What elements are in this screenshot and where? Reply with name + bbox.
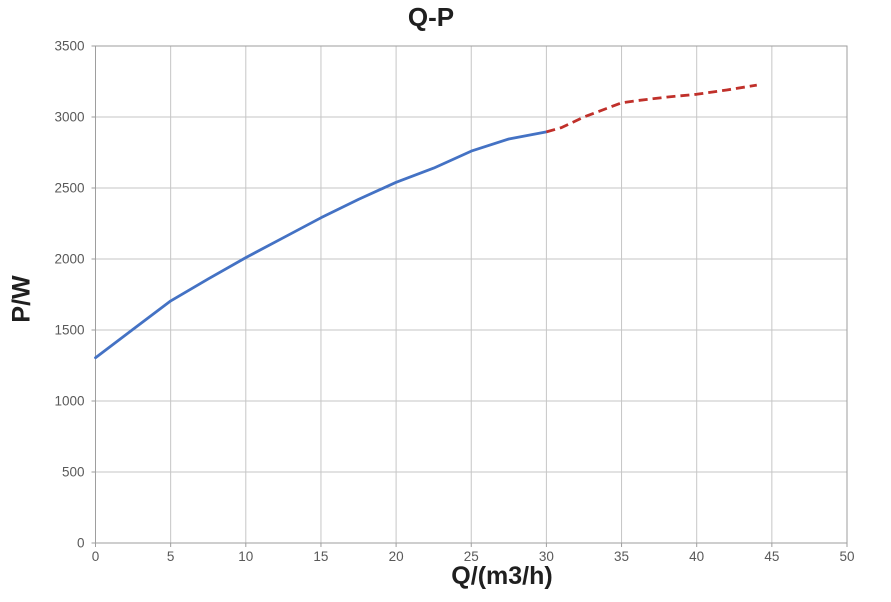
x-tick-label: 25: [464, 549, 479, 564]
series-blue-solid: [94, 130, 548, 360]
x-tick-label: 0: [92, 549, 100, 564]
y-axis-title: P/W: [7, 275, 36, 323]
y-tick-label: 2500: [54, 181, 84, 196]
x-tick-label: 35: [614, 549, 629, 564]
x-tick-label: 40: [689, 549, 704, 564]
y-tick-label: 3500: [54, 39, 84, 54]
x-tick-label: 45: [764, 549, 779, 564]
x-tick-label: 10: [238, 549, 253, 564]
series-red-dashed: [546, 83, 758, 134]
chart-title: Q-P: [407, 2, 455, 32]
x-tick-label: 30: [539, 549, 554, 564]
x-tick-label: 5: [167, 549, 175, 564]
x-tick-label: 50: [839, 549, 854, 564]
y-tick-label: 2000: [54, 252, 84, 267]
y-tick-label: 0: [77, 536, 85, 551]
y-tick-label: 1500: [54, 323, 84, 338]
y-tick-label: 500: [62, 465, 85, 480]
y-tick-label: 1000: [54, 394, 84, 409]
y-tick-label: 3000: [54, 110, 84, 125]
x-tick-label: 20: [389, 549, 404, 564]
x-tick-label: 15: [313, 549, 328, 564]
plot-border: [95, 45, 848, 544]
x-axis-title: Q/(m3/h): [451, 562, 553, 590]
